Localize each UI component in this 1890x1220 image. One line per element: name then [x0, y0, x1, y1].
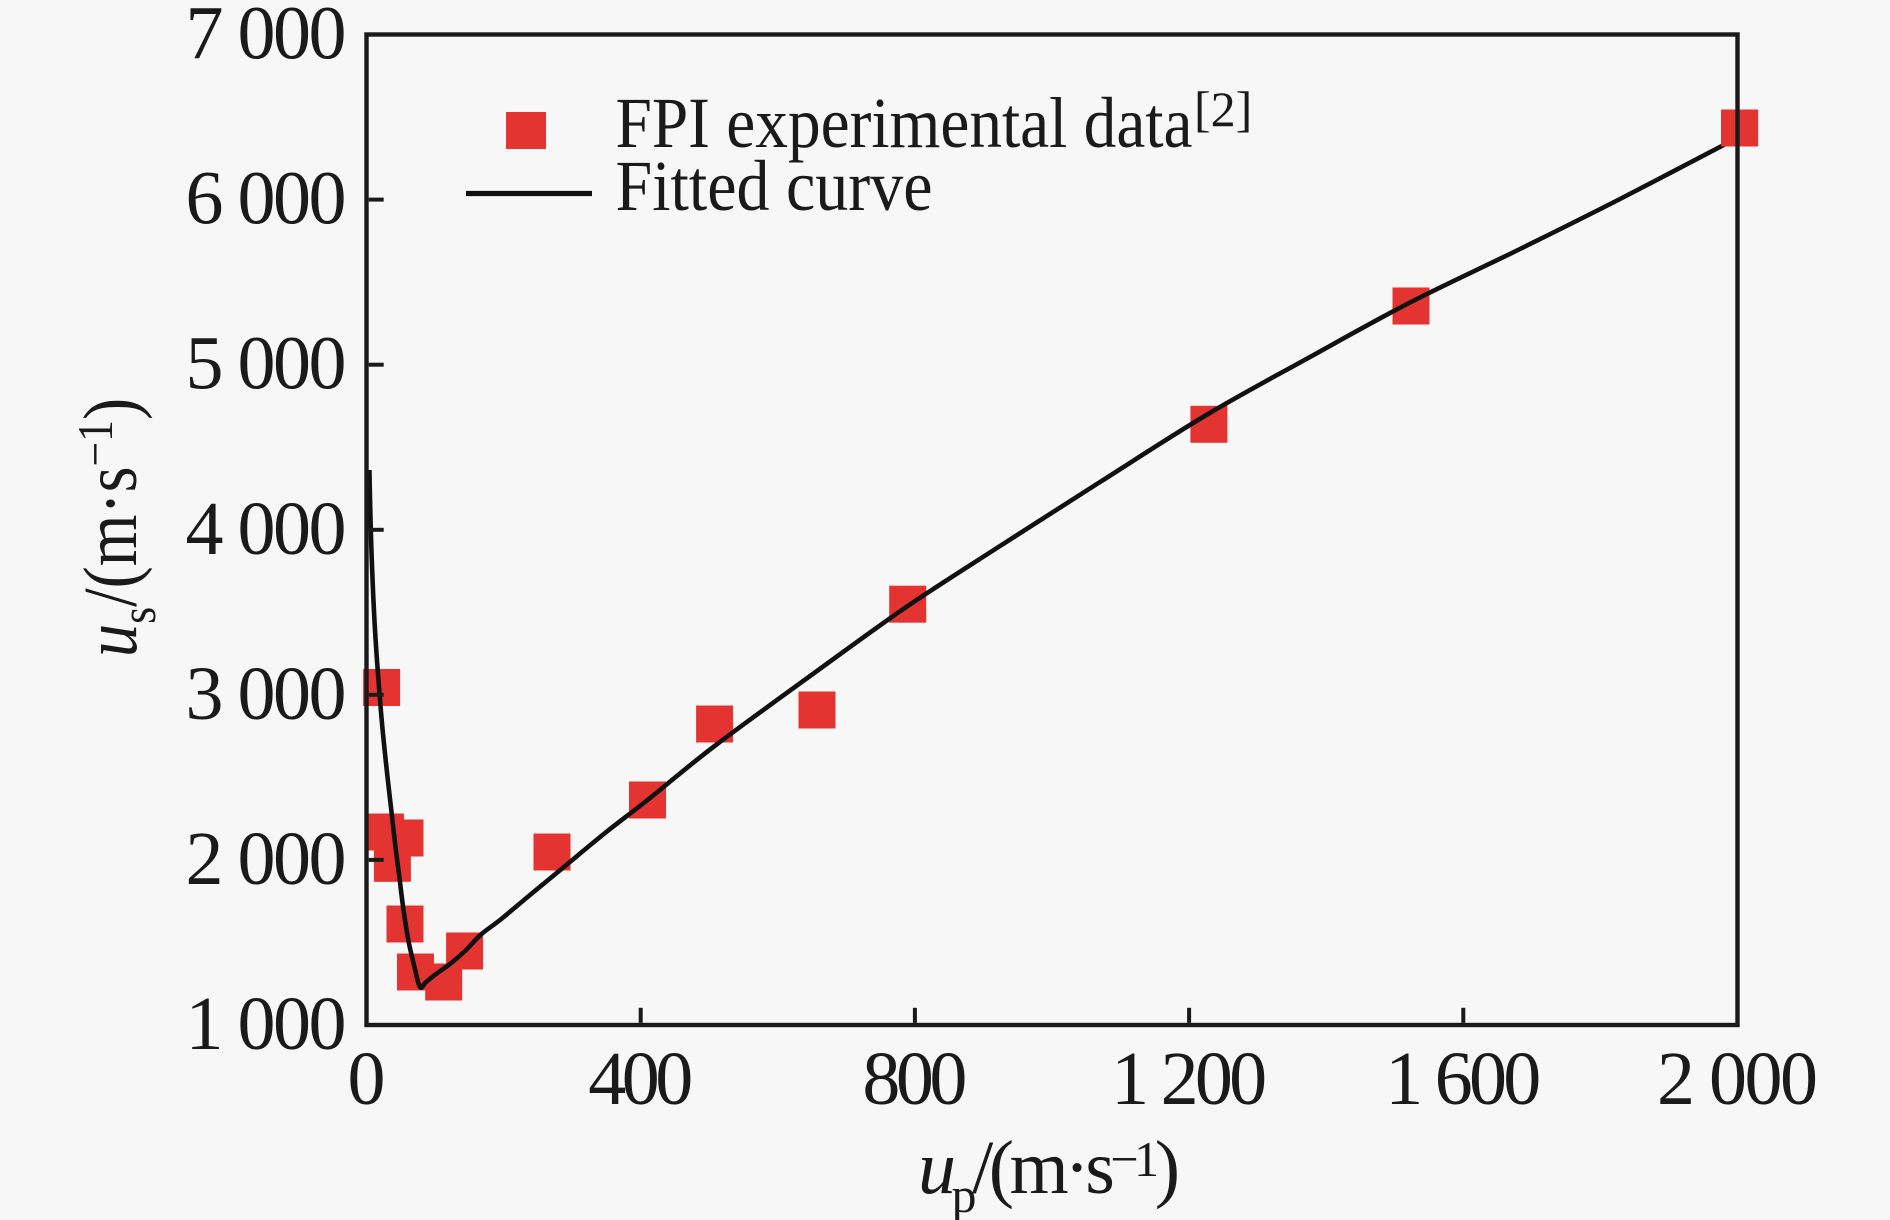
- svg-text:up/(m·s−1): up/(m·s−1): [918, 1126, 1180, 1220]
- svg-text:1 000: 1 000: [186, 982, 347, 1066]
- svg-text:3 000: 3 000: [186, 652, 347, 736]
- svg-text:FPI experimental data: FPI experimental data: [616, 83, 1193, 163]
- svg-text:6 000: 6 000: [186, 157, 347, 241]
- svg-text:Fitted curve: Fitted curve: [616, 146, 933, 226]
- svg-text:[2]: [2]: [1194, 81, 1252, 137]
- svg-text:1 600: 1 600: [1385, 1037, 1541, 1121]
- svg-text:2 000: 2 000: [186, 817, 347, 901]
- svg-text:2 000: 2 000: [1657, 1037, 1818, 1121]
- svg-text:400: 400: [588, 1037, 693, 1121]
- svg-text:800: 800: [862, 1037, 967, 1121]
- svg-text:us/(m·s−1): us/(m·s−1): [68, 398, 166, 657]
- svg-text:4 000: 4 000: [186, 487, 347, 571]
- svg-text:1 200: 1 200: [1111, 1037, 1267, 1121]
- svg-text:5 000: 5 000: [186, 322, 347, 406]
- svg-text:0: 0: [348, 1037, 386, 1121]
- svg-text:7 000: 7 000: [186, 0, 347, 76]
